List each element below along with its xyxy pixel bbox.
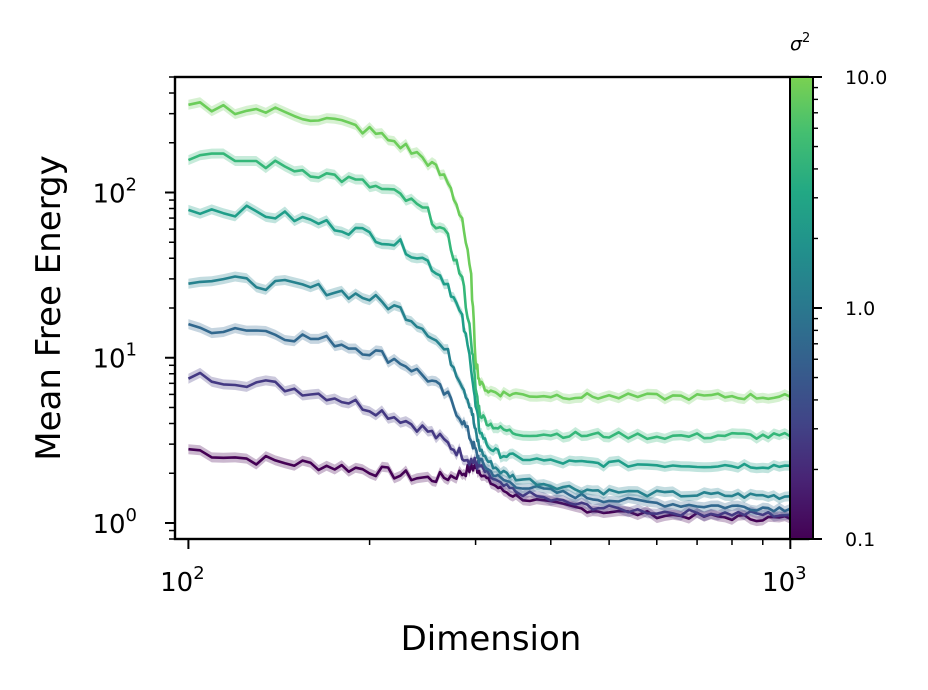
series-line	[188, 447, 791, 523]
x-axis-label: Dimension	[401, 619, 582, 659]
series-line	[188, 275, 791, 501]
y-tick-label: 101	[92, 340, 137, 375]
series-group	[187, 97, 791, 527]
series-band	[188, 367, 791, 522]
y-tick-label: 100	[92, 505, 137, 540]
colorbar-tick-label: 10.0	[845, 67, 887, 89]
colorbar-title: σ2	[790, 31, 810, 55]
colorbar-gradient	[789, 76, 814, 540]
x-tick-label: 102	[160, 563, 205, 598]
series-band	[188, 97, 791, 405]
colorbar-tick-label: 1.0	[845, 298, 875, 320]
series-band	[188, 271, 791, 504]
y-tick-label: 102	[92, 175, 137, 210]
series-band	[188, 319, 791, 517]
colorbar-ticks: 10.0 1.0 0.1	[813, 67, 887, 551]
series-band	[188, 444, 791, 527]
x-tick-label: 103	[762, 563, 807, 598]
series-line	[188, 322, 791, 513]
series-line	[187, 152, 791, 441]
colorbar-tick-label: 0.1	[845, 529, 875, 551]
plot-area: 102 103 100 101 102	[92, 75, 810, 598]
series-line	[187, 371, 791, 518]
y-axis-label: Mean Free Energy	[29, 155, 69, 460]
colorbar: 10.0 1.0 0.1 σ2	[789, 31, 887, 551]
series-line	[187, 204, 791, 470]
x-axis-ticks: 102 103	[160, 539, 807, 598]
series-line	[188, 101, 791, 401]
y-axis-ticks: 100 101 102	[92, 76, 175, 540]
